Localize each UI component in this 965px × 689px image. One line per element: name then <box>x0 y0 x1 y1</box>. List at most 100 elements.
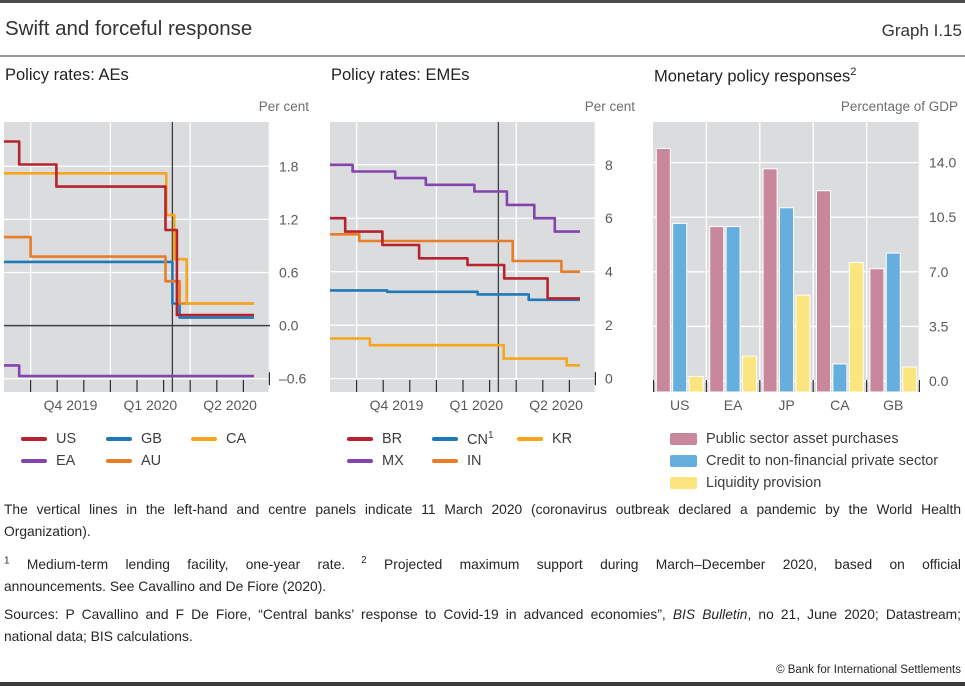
legend-label: CN1 <box>467 430 494 448</box>
bar-ca-credit-to-non-financial-private-sector <box>832 363 848 393</box>
y-tick-label: 14.0 <box>929 155 956 171</box>
x-category-label: GB <box>883 397 903 413</box>
x-tick-label: Q1 2020 <box>449 397 503 413</box>
y-tick-label: 0.0 <box>929 373 949 389</box>
legend-row: US GB CA <box>21 428 276 450</box>
legend-label: Credit to non-financial private sector <box>706 453 939 469</box>
line-IN <box>330 233 580 273</box>
legend-swatch-blue <box>106 437 132 441</box>
sources-line1: Sources: P Cavallino and F De Fiore, “Ce… <box>4 607 961 622</box>
y-tick-label: 10.5 <box>929 209 956 225</box>
bars-group <box>655 148 918 393</box>
bar-jp-credit-to-non-financial-private-sector <box>779 207 794 393</box>
series-lines <box>330 163 580 367</box>
footnote-1-text: Medium-term lending facility, one-year r… <box>26 557 346 572</box>
top-rule <box>0 0 965 3</box>
legend: Public sector asset purchases Credit to n… <box>670 428 938 494</box>
legend-label: EA <box>56 453 76 469</box>
legend-row: Public sector asset purchases <box>670 428 938 450</box>
policy-rates-aes-chart: –0.6 0.0 0.6 1.2 1.8 Q4 2019 Q1 2020 Q2 2020 <box>4 122 307 413</box>
x-category-label: US <box>670 397 689 413</box>
axis-ticks <box>653 380 920 392</box>
legend-item-in: IN <box>432 450 517 472</box>
sources-line2: national data; BIS calculations. <box>4 629 193 644</box>
bar-ea-public-sector-asset-purchases <box>709 226 725 393</box>
legend-label: GB <box>141 431 162 447</box>
line-CN <box>330 289 580 302</box>
y-tick-label: 6 <box>605 210 613 226</box>
bar-gb-liquidity-provision <box>902 366 918 393</box>
legend-row: Liquidity provision <box>670 472 938 494</box>
y-tick-label: 0.0 <box>279 318 299 334</box>
bar-ca-liquidity-provision <box>848 262 864 393</box>
legend-swatch-bar-pink <box>670 433 697 445</box>
line-MX <box>330 163 580 233</box>
legend-label: KR <box>552 431 573 447</box>
bar-us-credit-to-non-financial-private-sector <box>672 222 688 393</box>
legend-item-public-sector-asset-purchases: Public sector asset purchases <box>670 428 938 450</box>
gridlines <box>4 122 270 392</box>
legend-row: Credit to non-financial private sector <box>670 450 938 472</box>
legend-item-kr: KR <box>517 428 602 450</box>
copyright-notice: © Bank for International Settlements <box>776 664 961 676</box>
x-tick-label: Q1 2020 <box>123 397 177 413</box>
legend: BR CN1 KR MX IN <box>347 428 602 472</box>
legend-swatch-orange <box>106 459 132 463</box>
footnotes-line1: 1 Medium-term lending facility, one-year… <box>4 554 961 576</box>
y-tick-label: 4 <box>605 264 613 280</box>
y-tick-label: 0 <box>605 371 613 387</box>
axis-labels: 0 2 4 6 8 Q4 2019 Q1 2020 Q2 2020 <box>370 157 613 413</box>
policy-rates-emes-chart: 0 2 4 6 8 Q4 2019 Q1 2020 Q2 2020 <box>330 122 613 413</box>
bar-ca-public-sector-asset-purchases <box>816 190 831 393</box>
footnote-2-text: Projected maximum support during March–D… <box>384 557 961 572</box>
legend-label: US <box>56 431 77 447</box>
line-AU <box>4 235 254 305</box>
bar-us-public-sector-asset-purchases <box>655 148 671 393</box>
y-tick-label: 0.6 <box>279 264 299 280</box>
y-tick-label: 1.8 <box>279 158 299 174</box>
legend-swatch-red <box>21 437 47 441</box>
vertical-line-note-line1: The vertical lines in the left-hand and … <box>4 502 961 517</box>
bar-us-liquidity-provision <box>688 375 704 393</box>
page-title: Swift and forceful response <box>5 17 253 40</box>
legend-label: IN <box>467 453 482 469</box>
chart-panel-policy-rates-emes: Policy rates: EMEs Per cent 0 2 4 6 8 Q4 2019 Q1… <box>330 66 640 476</box>
axis-unit-label: Per cent <box>258 99 309 114</box>
footnote-1-marker: 1 <box>4 555 10 567</box>
bottom-rule <box>0 682 965 686</box>
line-CA <box>4 172 254 305</box>
legend-item-cn: CN1 <box>432 428 517 450</box>
legend-label: Public sector asset purchases <box>706 431 899 447</box>
x-category-label: CA <box>830 397 850 413</box>
footnote-2-marker: 2 <box>361 555 367 567</box>
line-KR <box>330 337 580 367</box>
series-lines <box>4 140 254 378</box>
gridlines <box>330 122 596 392</box>
y-tick-label: 7.0 <box>929 264 949 280</box>
legend-item-liquidity-provision: Liquidity provision <box>670 472 938 494</box>
legend-item-us: US <box>21 428 106 450</box>
legend-swatch-red <box>347 437 373 441</box>
legend-item-au: AU <box>106 450 191 472</box>
panel-title: Monetary policy responses2 <box>654 66 857 86</box>
legend-item-ca: CA <box>191 428 276 450</box>
legend-label: CA <box>226 431 247 447</box>
panel-title: Policy rates: EMEs <box>331 66 470 84</box>
header-rule <box>0 55 965 57</box>
legend-label: MX <box>382 453 404 469</box>
axis-labels: –0.6 0.0 0.6 1.2 1.8 Q4 2019 Q1 2020 Q2 2020 <box>44 158 307 413</box>
x-tick-label: Q2 2020 <box>529 397 583 413</box>
x-tick-label: Q4 2019 <box>44 397 98 413</box>
monetary-policy-responses-chart: 0.0 3.5 7.0 10.5 14.0 US EA JP CA GB <box>653 122 956 413</box>
line-EA <box>4 364 254 378</box>
bar-gb-credit-to-non-financial-private-sector <box>885 252 901 393</box>
chart-panel-policy-rates-aes: Policy rates: AEs Per cent –0.6 0.0 0.6 1.2 1.… <box>4 66 314 476</box>
axis-ticks <box>30 372 270 392</box>
legend-label: Liquidity provision <box>706 475 822 491</box>
axis-ticks <box>356 372 596 392</box>
legend-item-gb: GB <box>106 428 191 450</box>
y-tick-label: –0.6 <box>279 371 306 387</box>
legend-swatch-amber <box>517 437 543 441</box>
x-category-label: JP <box>778 397 794 413</box>
